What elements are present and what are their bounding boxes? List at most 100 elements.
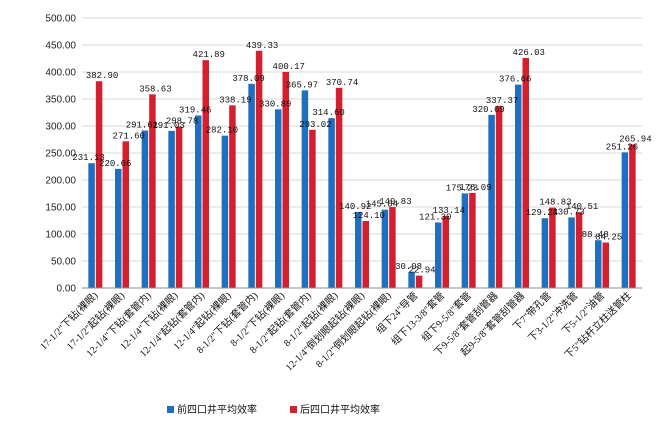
bar-series-1 xyxy=(229,105,236,288)
legend: 前四口井平均效率 后四口井平均效率 xyxy=(167,403,380,416)
bar-series-0 xyxy=(248,83,255,289)
data-label-series-1: 265.94 xyxy=(619,134,651,144)
data-label-series-1: 439.33 xyxy=(246,41,278,51)
bar-series-0 xyxy=(541,218,549,288)
bar-series-1 xyxy=(442,216,449,288)
bar-series-1 xyxy=(282,71,289,288)
data-label-series-0: 145.04 xyxy=(366,200,398,210)
bar-series-1 xyxy=(575,212,583,288)
data-label-series-0: 220.66 xyxy=(99,159,131,169)
data-label-series-0: 378.09 xyxy=(232,74,264,84)
data-label-series-1: 426.03 xyxy=(513,48,545,58)
data-label-series-1: 133.14 xyxy=(433,206,465,216)
bar-series-0 xyxy=(595,240,602,288)
bar-series-1 xyxy=(175,126,183,288)
bar-series-1 xyxy=(122,141,129,288)
bar-series-0 xyxy=(115,168,122,288)
data-label-series-1: 84.25 xyxy=(595,233,622,243)
y-tick-label: 100.00 xyxy=(45,230,76,241)
data-label-series-0: 314.60 xyxy=(312,108,344,118)
data-label-series-0: 291.03 xyxy=(152,121,184,131)
bar-series-1 xyxy=(362,220,369,288)
bars xyxy=(88,50,636,289)
legend-label-series-0: 前四口井平均效率 xyxy=(177,403,257,416)
bar-series-0 xyxy=(355,211,362,288)
bar-series-1 xyxy=(629,144,636,288)
bar-series-1 xyxy=(549,207,556,288)
data-label-series-0: 282.10 xyxy=(206,126,238,136)
bar-series-0 xyxy=(515,84,522,288)
y-tick-label: 250.00 xyxy=(45,149,76,160)
data-label-series-0: 30.08 xyxy=(395,262,422,272)
data-label-series-0: 231.13 xyxy=(72,153,104,163)
data-label-series-1: 140.51 xyxy=(566,202,598,212)
bar-series-1 xyxy=(335,87,343,288)
bar-series-0 xyxy=(408,271,415,288)
y-tick-label: 0.00 xyxy=(57,284,77,295)
bar-series-1 xyxy=(495,105,503,289)
data-label-series-1: 337.37 xyxy=(486,96,518,106)
bar-series-1 xyxy=(389,207,396,288)
data-label-series-0: 88.48 xyxy=(582,230,609,240)
y-tick-label: 450.00 xyxy=(45,41,76,52)
legend-label-series-1: 后四口井平均效率 xyxy=(300,403,380,416)
y-axis: 0.00 50.00 100.00 150.00 200.00 250.00 300.00 3… xyxy=(45,14,76,295)
y-tick-label: 300.00 xyxy=(45,122,76,133)
x-axis: 17-1/2"下钻(裸眼)17-1/2"起钻(裸眼)12-1/4"下钻(套管内)… xyxy=(37,287,642,374)
bar-series-1 xyxy=(149,94,156,288)
bar-series-0 xyxy=(275,109,282,288)
data-label-series-1: 400.17 xyxy=(273,62,305,72)
data-label-series-0: 129.24 xyxy=(526,208,558,218)
bar-series-1 xyxy=(522,57,529,288)
y-tick-label: 200.00 xyxy=(45,176,76,187)
data-label-series-1: 358.63 xyxy=(139,84,171,94)
data-label-series-1: 370.74 xyxy=(326,78,358,88)
bar-series-1 xyxy=(202,60,209,289)
y-tick-label: 350.00 xyxy=(45,95,76,106)
data-label-series-0: 330.89 xyxy=(259,99,291,109)
bar-series-1 xyxy=(309,129,316,288)
y-tick-label: 150.00 xyxy=(45,203,76,214)
bar-series-0 xyxy=(195,115,202,288)
y-tick-label: 400.00 xyxy=(45,68,76,79)
data-label-series-1: 298.78 xyxy=(166,117,198,127)
y-tick-label: 50.00 xyxy=(51,257,76,268)
data-label-series-0: 251.26 xyxy=(606,142,638,152)
data-label-series-1: 148.83 xyxy=(539,198,571,208)
bar-series-0 xyxy=(301,90,309,289)
data-label-series-1: 176.09 xyxy=(459,183,491,193)
data-label-series-0: 175.23 xyxy=(446,183,478,193)
bar-series-0 xyxy=(88,163,95,288)
data-label-series-1: 22.94 xyxy=(409,266,436,276)
data-label-series-0: 320.69 xyxy=(472,105,504,115)
bar-series-1 xyxy=(469,192,476,288)
bar-series-0 xyxy=(221,135,229,288)
data-label-series-1: 149.83 xyxy=(379,197,411,207)
bar-series-0 xyxy=(381,209,389,288)
bar-series-1 xyxy=(415,275,423,288)
data-label-series-0: 319.46 xyxy=(179,105,211,115)
data-label-series-0: 130.73 xyxy=(552,207,584,217)
bar-series-1 xyxy=(602,242,609,288)
bar-series-0 xyxy=(621,152,629,288)
data-label-series-1: 271.60 xyxy=(113,131,145,141)
data-label-series-0: 291.61 xyxy=(126,121,158,131)
y-tick-label: 500.00 xyxy=(45,14,76,25)
legend-swatch-series-0 xyxy=(167,406,174,413)
data-label-series-1: 124.10 xyxy=(353,211,385,221)
bar-series-0 xyxy=(568,217,575,288)
bar-series-0 xyxy=(328,118,335,288)
data-label-series-1: 382.90 xyxy=(86,71,118,81)
data-label-series-0: 140.92 xyxy=(339,202,371,212)
bar-series-1 xyxy=(95,81,103,288)
bar-series-0 xyxy=(435,222,442,288)
data-label-series-1: 421.89 xyxy=(193,50,225,60)
data-label-series-0: 376.66 xyxy=(499,75,531,85)
data-label-series-0: 121.30 xyxy=(419,212,451,222)
bar-series-0 xyxy=(168,130,175,288)
data-label-series-1: 293.02 xyxy=(299,120,331,130)
bar-series-1 xyxy=(255,50,263,289)
data-label-series-1: 338.19 xyxy=(219,95,251,105)
